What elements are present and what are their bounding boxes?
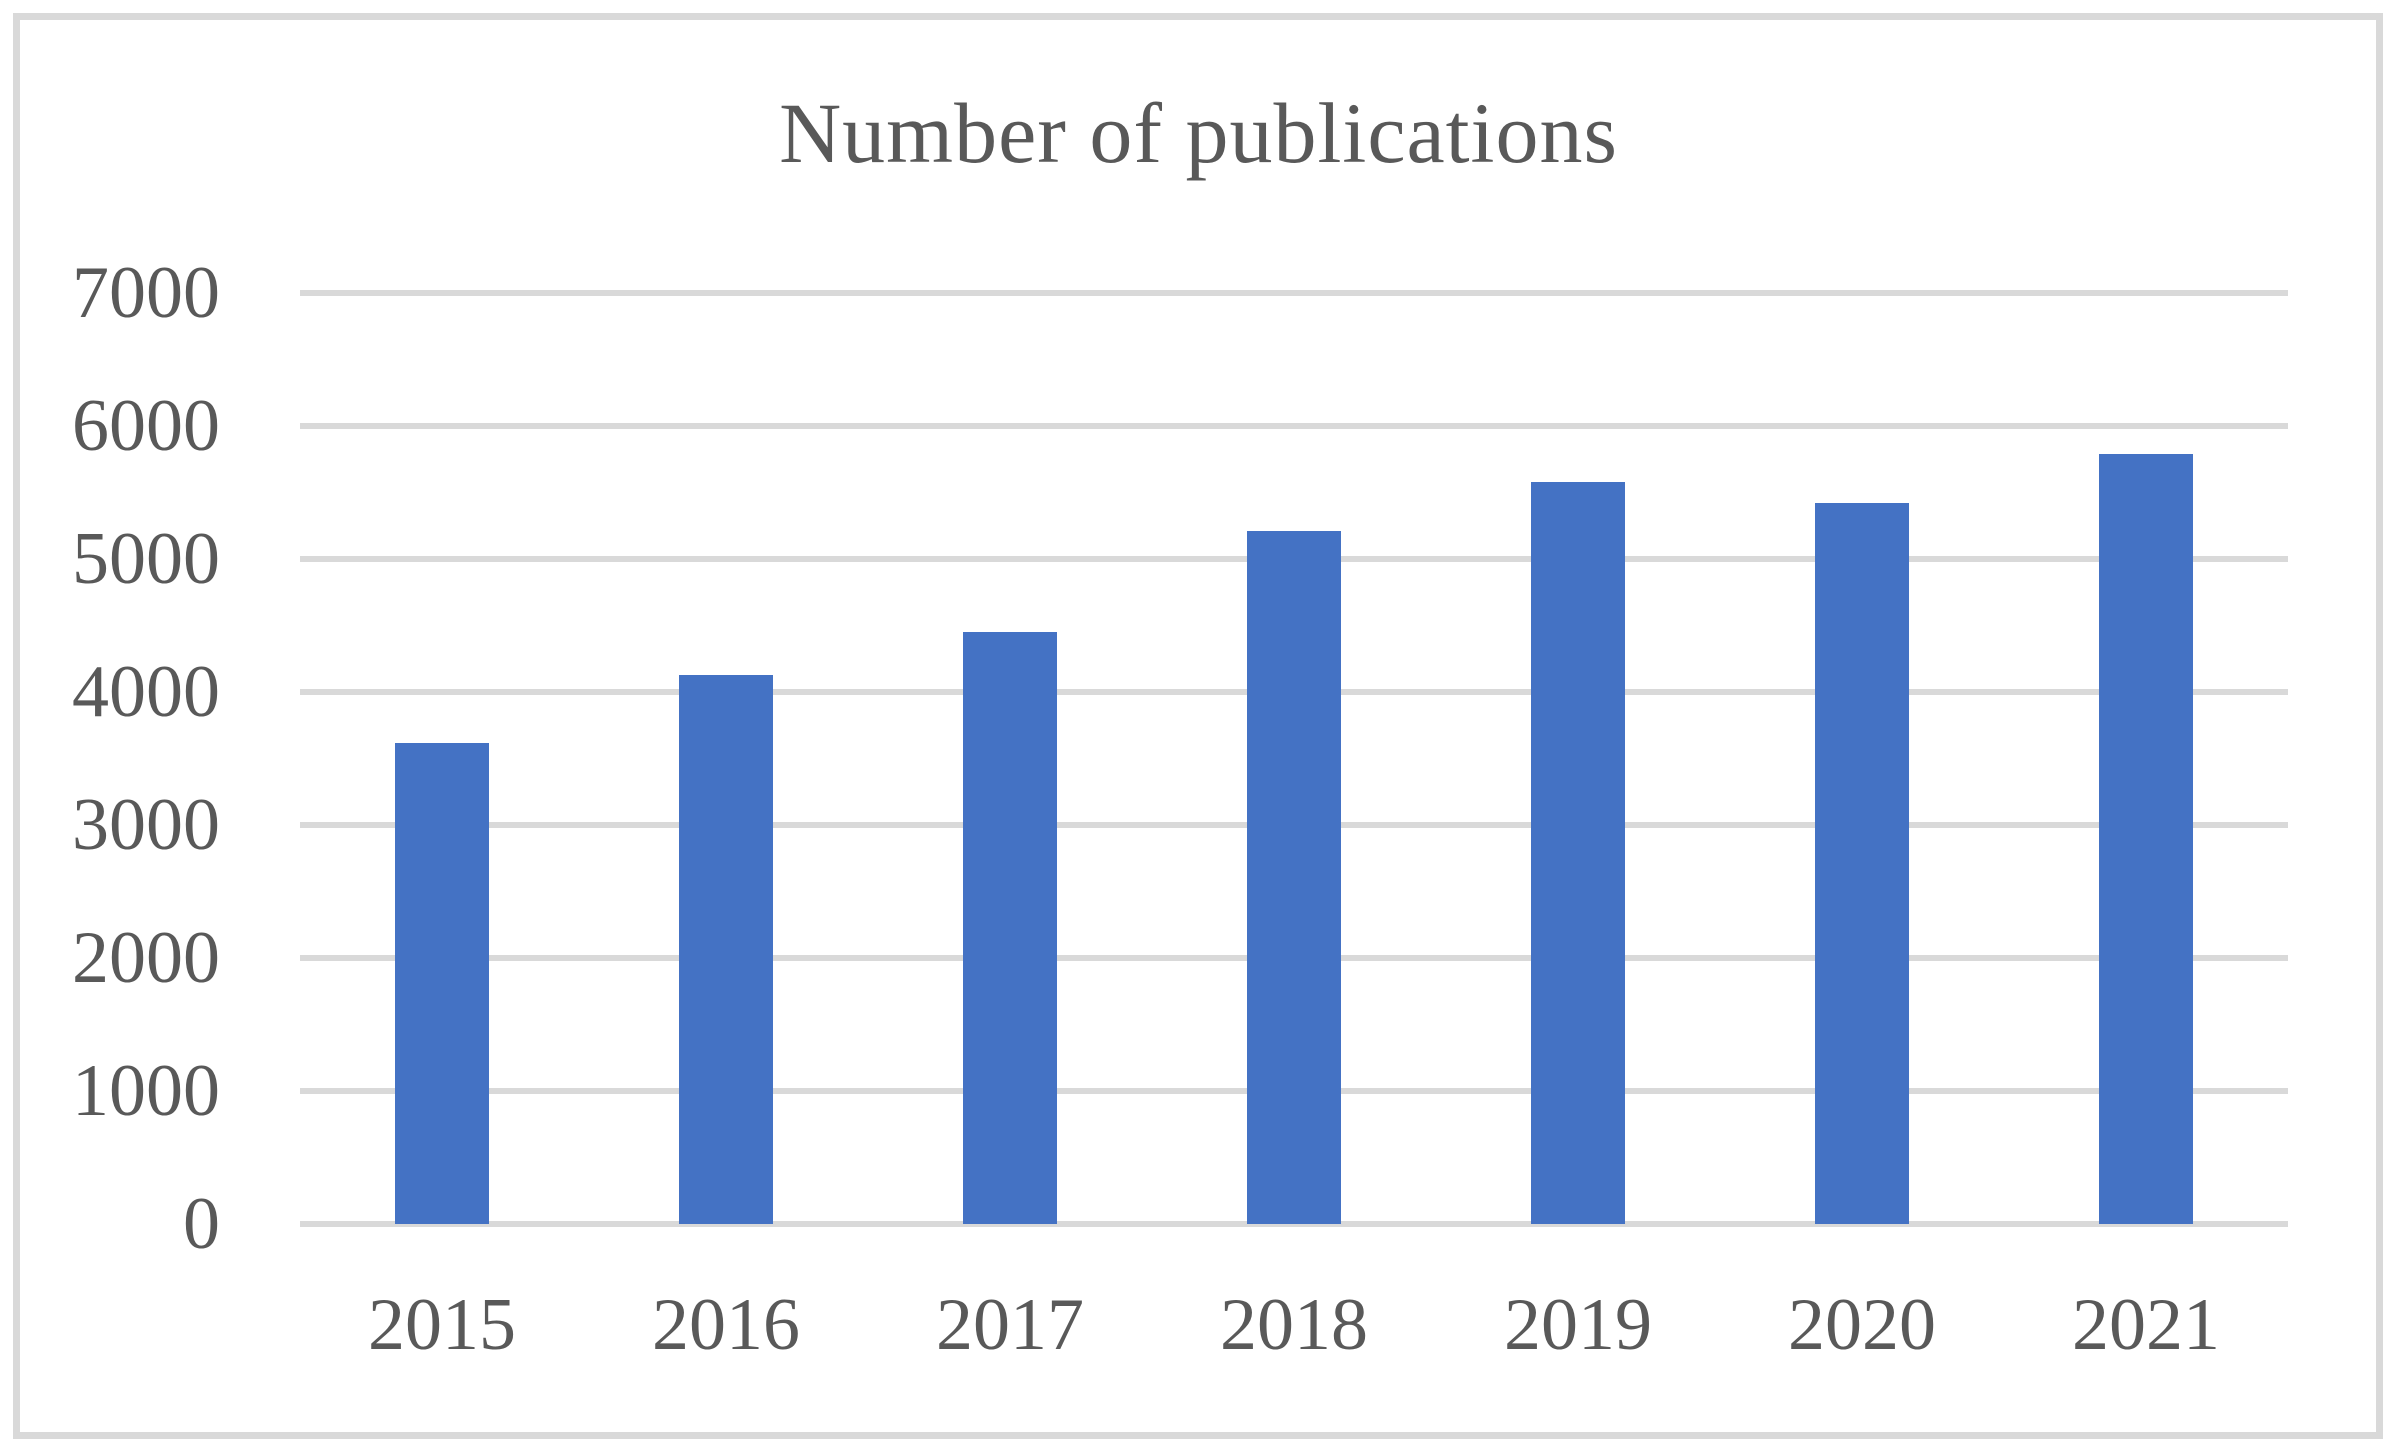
x-tick-label-2019: 2019: [1504, 1284, 1652, 1366]
gridline-0: [300, 1221, 2288, 1227]
bar-2017: [963, 632, 1057, 1224]
x-tick-label-2018: 2018: [1220, 1284, 1368, 1366]
bar-2016: [679, 674, 773, 1224]
y-tick-label-6000: 6000: [72, 385, 220, 467]
y-tick-label-3000: 3000: [72, 784, 220, 866]
x-tick-label-2020: 2020: [1788, 1284, 1936, 1366]
x-tick-label-2017: 2017: [936, 1284, 1084, 1366]
x-tick-label-2016: 2016: [652, 1284, 800, 1366]
x-tick-label-2021: 2021: [2072, 1284, 2220, 1366]
bar-2018: [1247, 531, 1341, 1224]
y-tick-label-7000: 7000: [72, 252, 220, 334]
gridline-7000: [300, 290, 2288, 296]
chart-title: Number of publications: [779, 85, 1618, 181]
y-tick-label-4000: 4000: [72, 651, 220, 733]
y-tick-label-0: 0: [183, 1183, 220, 1265]
y-tick-label-5000: 5000: [72, 518, 220, 600]
x-tick-label-2015: 2015: [368, 1284, 516, 1366]
bar-2019: [1531, 481, 1625, 1224]
gridline-6000: [300, 423, 2288, 429]
bar-2021: [2099, 453, 2193, 1224]
bar-2020: [1815, 503, 1909, 1224]
bar-2015: [395, 742, 489, 1224]
y-tick-label-1000: 1000: [72, 1050, 220, 1132]
y-tick-label-2000: 2000: [72, 917, 220, 999]
